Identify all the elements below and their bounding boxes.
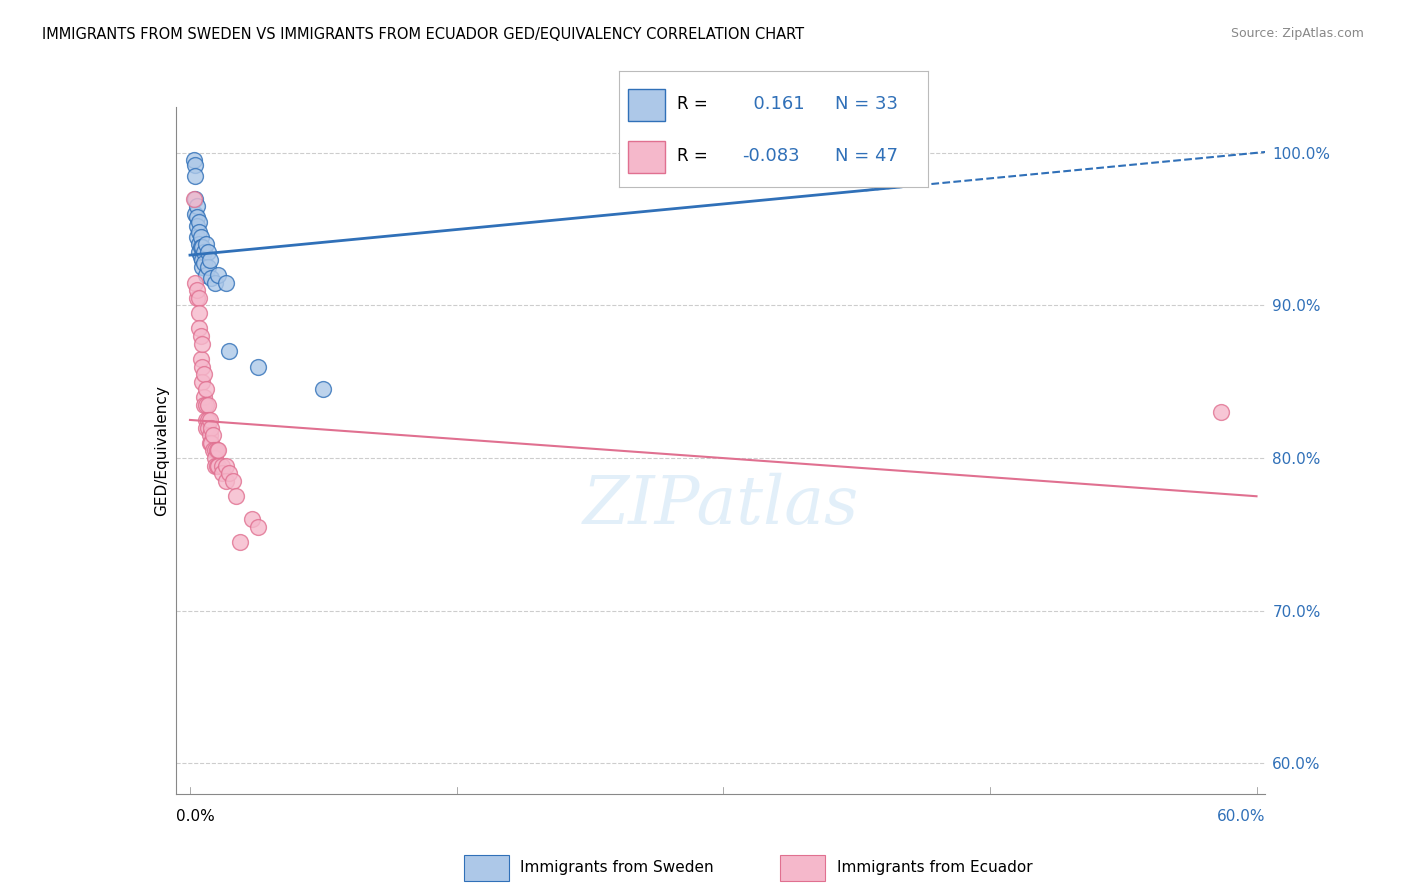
- Point: [184, 207, 207, 221]
- Point: [202, 443, 225, 458]
- Point: [194, 420, 217, 434]
- Point: [186, 291, 208, 305]
- Point: [186, 229, 208, 244]
- Point: [193, 398, 215, 412]
- Point: [246, 359, 269, 374]
- Point: [211, 467, 233, 481]
- Point: [205, 443, 228, 458]
- Point: [207, 268, 229, 282]
- Point: [190, 240, 212, 254]
- Point: [186, 210, 208, 224]
- Text: IMMIGRANTS FROM SWEDEN VS IMMIGRANTS FROM ECUADOR GED/EQUIVALENCY CORRELATION CH: IMMIGRANTS FROM SWEDEN VS IMMIGRANTS FRO…: [42, 27, 804, 42]
- Point: [184, 192, 207, 206]
- Point: [204, 443, 226, 458]
- Point: [186, 219, 208, 233]
- Point: [207, 458, 229, 473]
- Text: 0.0%: 0.0%: [176, 809, 215, 824]
- Point: [187, 214, 209, 228]
- Point: [214, 474, 236, 488]
- Point: [197, 420, 219, 434]
- Point: [187, 245, 209, 260]
- Point: [197, 413, 219, 427]
- Point: [194, 383, 217, 397]
- Text: R =: R =: [678, 147, 709, 165]
- Text: Immigrants from Sweden: Immigrants from Sweden: [520, 861, 714, 875]
- Point: [197, 398, 219, 412]
- Point: [204, 451, 226, 466]
- Point: [183, 192, 205, 206]
- Point: [198, 413, 221, 427]
- Point: [312, 383, 335, 397]
- Point: [198, 435, 221, 450]
- Point: [187, 225, 209, 239]
- Point: [187, 306, 209, 320]
- Point: [200, 271, 222, 285]
- Point: [190, 250, 212, 264]
- Point: [1209, 405, 1232, 419]
- Point: [214, 458, 236, 473]
- Point: [190, 329, 212, 343]
- Point: [191, 240, 214, 254]
- Point: [246, 520, 269, 534]
- Point: [184, 158, 207, 172]
- Point: [214, 276, 236, 290]
- Text: ZIPatlas: ZIPatlas: [582, 473, 859, 538]
- Point: [218, 344, 240, 359]
- Text: 0.161: 0.161: [742, 95, 806, 112]
- Point: [191, 375, 214, 389]
- Point: [221, 474, 243, 488]
- Point: [218, 467, 240, 481]
- Point: [191, 252, 214, 267]
- Point: [193, 245, 215, 260]
- Bar: [628, 89, 665, 121]
- Point: [184, 276, 207, 290]
- Point: [191, 336, 214, 351]
- Point: [194, 268, 217, 282]
- Point: [191, 359, 214, 374]
- Point: [202, 428, 225, 442]
- Point: [186, 199, 208, 213]
- Point: [190, 351, 212, 366]
- Point: [187, 237, 209, 252]
- Point: [204, 458, 226, 473]
- Text: N = 33: N = 33: [835, 95, 898, 112]
- Point: [240, 512, 263, 526]
- Point: [187, 321, 209, 335]
- Point: [197, 245, 219, 260]
- Text: N = 47: N = 47: [835, 147, 898, 165]
- Text: Source: ZipAtlas.com: Source: ZipAtlas.com: [1230, 27, 1364, 40]
- Point: [194, 237, 217, 252]
- Point: [200, 435, 222, 450]
- Text: R =: R =: [678, 95, 709, 112]
- Point: [204, 276, 226, 290]
- Point: [184, 169, 207, 183]
- Point: [194, 398, 217, 412]
- Point: [225, 489, 247, 503]
- Point: [193, 390, 215, 404]
- Point: [198, 428, 221, 442]
- Bar: [628, 141, 665, 173]
- Point: [193, 256, 215, 270]
- Point: [211, 458, 233, 473]
- Point: [190, 229, 212, 244]
- Point: [186, 283, 208, 297]
- Point: [193, 367, 215, 381]
- Point: [183, 153, 205, 168]
- Point: [187, 291, 209, 305]
- Point: [205, 458, 228, 473]
- Point: [197, 260, 219, 275]
- Y-axis label: GED/Equivalency: GED/Equivalency: [153, 385, 169, 516]
- Text: Immigrants from Ecuador: Immigrants from Ecuador: [837, 861, 1032, 875]
- Point: [207, 443, 229, 458]
- Point: [200, 420, 222, 434]
- Text: 60.0%: 60.0%: [1218, 809, 1265, 824]
- Point: [191, 260, 214, 275]
- Text: -0.083: -0.083: [742, 147, 800, 165]
- Point: [194, 413, 217, 427]
- Point: [198, 252, 221, 267]
- Point: [229, 535, 252, 549]
